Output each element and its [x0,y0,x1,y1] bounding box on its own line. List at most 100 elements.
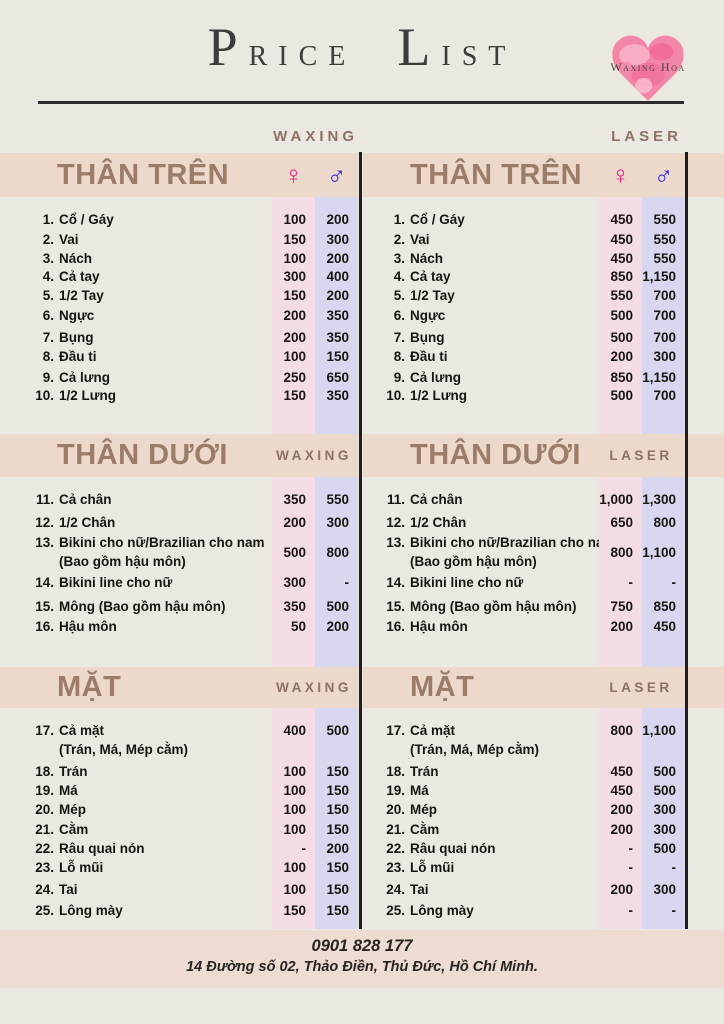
male-price: - [344,574,350,590]
section-header-waxing: MẶT WAXING [0,667,358,708]
item-name: Bikini line cho nữ [59,574,173,590]
item-number: 21. [386,821,405,837]
female-price: 50 [290,618,306,634]
item-label: 5. 1/2 Tay [12,286,272,305]
item-number: 4. [393,268,405,284]
item-label: 15. Mông (Bao gồm hậu môn) [12,597,272,616]
item-subtext: (Bao gồm hậu môn) [59,554,186,569]
item-name: 1/2 Lưng [59,387,117,403]
male-price: - [671,574,677,590]
item-number: 23. [35,859,54,875]
item-line: 10. 1/2 Lưng [12,386,272,405]
price-row: 24. Tai 200 300 [363,879,685,899]
price-row: 7. Bụng 500 700 [363,327,685,347]
item-name: Cằm [410,821,440,837]
price-row: 7. Bụng 200 350 [12,327,358,347]
price-row: 16. Hậu môn 50 200 [12,616,358,636]
item-name: Ngực [410,307,446,323]
female-price: 150 [283,902,306,918]
item-line: 14. Bikini line cho nữ [363,573,599,592]
item-label: 17. Cả mặt (Trán, Má, Mép cằm) [12,721,272,759]
male-price-column-waxing [315,197,358,929]
item-number: 18. [386,763,405,779]
male-price: 700 [653,387,676,403]
item-name: Cả tay [59,268,100,284]
item-name: Cả lưng [59,369,111,385]
item-name: Lông mày [59,902,123,918]
item-name: Lỗ mũi [410,859,455,875]
female-price: 850 [610,268,633,284]
item-label: 2. Vai [363,230,599,249]
item-number: 25. [35,902,54,918]
item-label: 18. Trán [12,762,272,781]
item-name: Lông mày [410,902,474,918]
item-name: Mép [410,801,437,817]
item-label: 18. Trán [363,762,599,781]
female-price-column-waxing [272,197,315,929]
item-number: 6. [42,307,54,323]
item-name: Đầu ti [59,348,97,364]
item-label: 4. Cả tay [363,267,599,286]
item-line: 19. Má [363,781,599,800]
female-price: 800 [610,544,633,560]
item-number: 10. [35,387,54,403]
item-line: 2. Vai [12,230,272,249]
price-row: 1. Cổ / Gáy 450 550 [363,209,685,229]
price-row: 19. Má 100 150 [12,780,358,800]
item-line: 12. 1/2 Chân [12,513,272,532]
item-name: Cả chân [59,491,112,507]
item-line: 1. Cổ / Gáy [363,210,599,229]
male-price: 800 [326,544,349,560]
item-line: 20. Mép [12,800,272,819]
male-price: 150 [326,763,349,779]
item-line: 23. Lỗ mũi [363,858,599,877]
item-name: Râu quai nón [410,840,496,856]
price-row: 1. Cổ / Gáy 100 200 [12,209,358,229]
item-line: 10. 1/2 Lưng [363,386,599,405]
item-label: 16. Hậu môn [363,617,599,636]
price-row: 3. Nách 450 550 [363,248,685,268]
item-line: 6. Ngực [12,306,272,325]
price-row: 10. 1/2 Lưng 500 700 [363,385,685,405]
female-price: 150 [283,231,306,247]
female-price: 200 [610,618,633,634]
item-number: 21. [35,821,54,837]
item-number: 1. [393,211,405,227]
item-line: 5. 1/2 Tay [12,286,272,305]
female-price: 650 [610,514,633,530]
price-row: 6. Ngực 500 700 [363,305,685,325]
male-price: 150 [326,902,349,918]
item-label: 7. Bụng [12,328,272,347]
item-name: 1/2 Chân [59,514,116,530]
price-row: 9. Cả lưng 250 650 [12,367,358,387]
male-price: 150 [326,801,349,817]
item-line: 21. Cằm [12,820,272,839]
price-row: 21. Cằm 200 300 [363,819,685,839]
male-price: 500 [653,840,676,856]
female-price: 100 [283,211,306,227]
item-line: 22. Râu quai nón [363,839,599,858]
price-row: 22. Râu quai nón - 200 [12,838,358,858]
item-number: 5. [42,287,54,303]
price-row: 13. Bikini cho nữ/Brazilian cho nam (Bao g… [12,532,358,572]
item-line: 11. Cả chân [12,490,272,509]
item-number: 23. [386,859,405,875]
item-number: 9. [393,369,405,385]
item-number: 17. [386,723,405,738]
item-line: 8. Đầu ti [12,347,272,366]
section-title: THÂN TRÊN [57,159,230,191]
item-name: Cổ / Gáy [59,211,114,227]
item-line: 25. Lông mày [363,901,599,920]
item-label: 8. Đầu ti [363,347,599,366]
section-header-laser: THÂN DƯỚI LASER [363,434,724,477]
item-line: 20. Mép [363,800,599,819]
item-label: 20. Mép [363,800,599,819]
price-row: 14. Bikini line cho nữ 300 - [12,572,358,592]
item-name: Cằm [59,821,89,837]
item-line: 15. Mông (Bao gồm hậu môn) [363,597,599,616]
female-price: 350 [283,491,306,507]
item-name: Cả lưng [410,369,462,385]
item-label: 1. Cổ / Gáy [363,210,599,229]
female-price: - [628,859,634,875]
item-number: 5. [393,287,405,303]
